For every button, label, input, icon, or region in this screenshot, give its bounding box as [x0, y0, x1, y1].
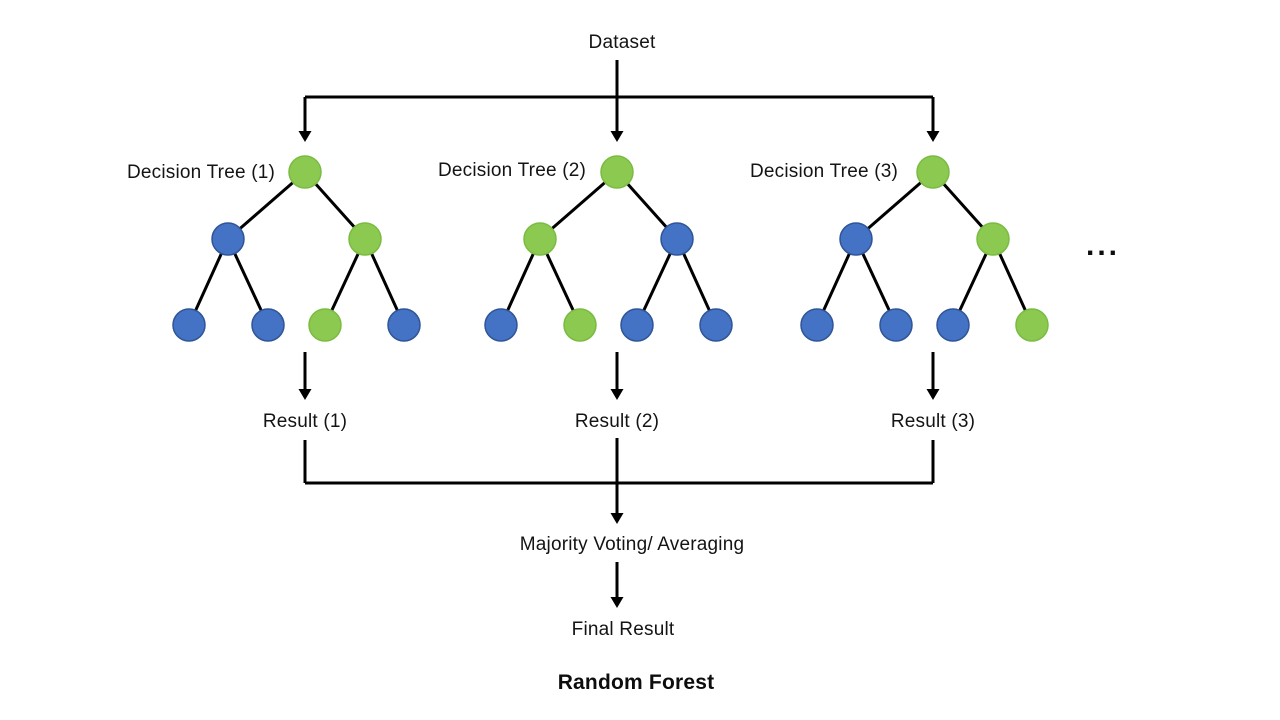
tree-3-node-leaf-3 — [936, 308, 970, 342]
tree-1-node-level2-right — [348, 222, 382, 256]
tree-3-node-leaf-4 — [1015, 308, 1049, 342]
tree-2-node-leaf-3 — [620, 308, 654, 342]
dataset-to-tree-1-arrow-head-icon — [298, 131, 312, 142]
result-1-label: Result (1) — [262, 411, 348, 432]
tree-3-node-level2-right — [976, 222, 1010, 256]
tree-2-label: Decision Tree (2) — [437, 160, 587, 181]
tree-2-node-level2-right — [660, 222, 694, 256]
tree-2-edge — [539, 170, 618, 241]
tree-2-node-level2-left — [523, 222, 557, 256]
tree-3-to-result-arrow-head-icon — [926, 389, 940, 400]
tree-1-to-result-arrow-head-icon — [298, 389, 312, 400]
more-trees-ellipsis: ... — [1085, 229, 1121, 262]
tree-1-node-leaf-2 — [251, 308, 285, 342]
tree-2-node-leaf-2 — [563, 308, 597, 342]
dataset-label: Dataset — [588, 32, 656, 53]
result-3-label: Result (3) — [890, 411, 976, 432]
tree-3-node-leaf-1 — [800, 308, 834, 342]
tree-1-node-leaf-4 — [387, 308, 421, 342]
dataset-to-tree-3-arrow-head-icon — [926, 131, 940, 142]
dataset-to-tree-2-arrow-head-icon — [610, 131, 624, 142]
tree-1-node-level2-left — [211, 222, 245, 256]
tree-2-node-root — [600, 155, 634, 189]
majority-to-final-arrow-head-icon — [610, 597, 624, 608]
diagram-caption: Random Forest — [557, 671, 715, 694]
result-2-label: Result (2) — [574, 411, 660, 432]
tree-1-node-leaf-1 — [172, 308, 206, 342]
tree-3-edge — [855, 170, 934, 241]
tree-2-node-leaf-1 — [484, 308, 518, 342]
majority-voting-label: Majority Voting/ Averaging — [519, 534, 745, 555]
tree-2-to-result-arrow-head-icon — [610, 389, 624, 400]
results-to-majority-arrow-head-icon — [610, 513, 624, 524]
tree-1-label: Decision Tree (1) — [126, 162, 276, 183]
tree-3-node-level2-left — [839, 222, 873, 256]
tree-1-node-root — [288, 155, 322, 189]
tree-2-node-leaf-4 — [699, 308, 733, 342]
final-result-label: Final Result — [571, 619, 675, 640]
tree-3-node-leaf-2 — [879, 308, 913, 342]
tree-1-edge — [227, 170, 306, 241]
tree-1-node-leaf-3 — [308, 308, 342, 342]
tree-3-label: Decision Tree (3) — [749, 161, 899, 182]
tree-3-node-root — [916, 155, 950, 189]
